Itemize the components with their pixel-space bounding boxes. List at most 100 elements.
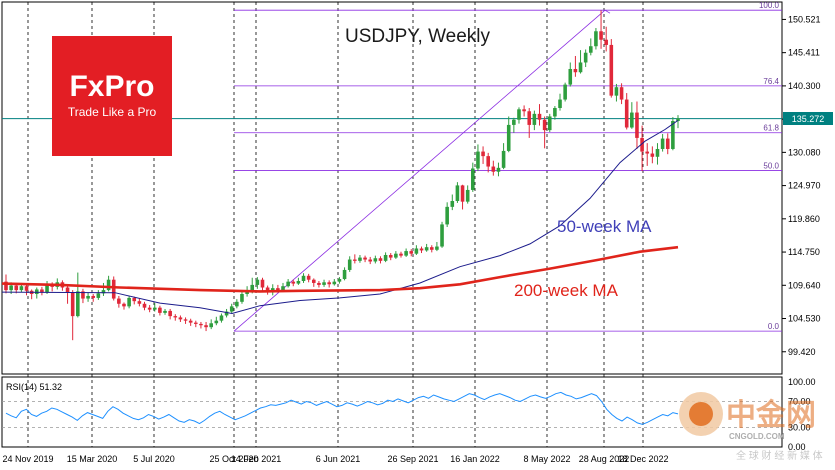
watermark-text: 中金网	[726, 398, 816, 432]
candle-body	[445, 206, 449, 225]
candle-body	[578, 62, 583, 73]
candle-body	[455, 185, 460, 202]
x-tick-label: 16 Jan 2022	[450, 454, 500, 464]
candle-body	[435, 246, 439, 250]
candle-body	[301, 275, 306, 281]
candle-body	[106, 279, 111, 291]
candle-body	[188, 320, 193, 323]
x-tick-label: 26 Sep 2021	[387, 454, 438, 464]
candle-body	[342, 269, 347, 280]
candle-body	[34, 289, 39, 295]
candle-body	[265, 287, 270, 293]
candle-body	[86, 295, 90, 299]
candle-body	[199, 323, 203, 326]
fxpro-logo: FxPro Trade Like a Pro	[52, 36, 172, 156]
fib-level-label: 0.0	[768, 322, 780, 331]
candle-body	[553, 108, 557, 117]
current-price-tag	[783, 112, 833, 125]
vertical-grid	[27, 2, 644, 447]
x-tick-label: 14 Feb 2021	[231, 454, 282, 464]
candle-body	[676, 118, 680, 122]
candle-body	[347, 259, 352, 270]
y-tick-label: 99.420	[788, 347, 816, 357]
candle-body	[337, 279, 342, 282]
fibonacci-trendline-down	[604, 9, 611, 14]
candle-body	[91, 295, 96, 298]
y-tick-label: 114.750	[788, 247, 820, 257]
candle-body	[404, 251, 408, 256]
watermark-coin-inner-icon	[689, 402, 713, 426]
candle-body	[512, 119, 516, 125]
candle-body	[537, 113, 542, 120]
rsi-indicator: 100.00 70.00 30.00 0.00	[2, 377, 816, 452]
candle-body	[414, 248, 419, 254]
candle-body	[65, 287, 70, 293]
candles	[4, 10, 680, 341]
candle-body	[671, 121, 675, 149]
candle-body	[568, 68, 573, 85]
candle-body	[332, 281, 337, 285]
candle-body	[491, 166, 496, 172]
candle-body	[532, 113, 537, 125]
candle-body	[624, 99, 629, 128]
fib-level-label: 100.0	[759, 1, 780, 10]
candle-body	[183, 319, 188, 321]
candle-body	[363, 257, 367, 260]
current-price-label: 135.272	[792, 114, 825, 124]
candle-body	[229, 306, 234, 312]
candle-body	[388, 254, 393, 258]
candle-body	[178, 317, 183, 320]
candle-body	[147, 307, 152, 310]
candle-body	[291, 281, 296, 284]
candle-body	[194, 322, 198, 324]
x-tick-label: 5 Jul 2020	[133, 454, 175, 464]
y-tick-label: 109.640	[788, 280, 821, 290]
fib-level-label: 76.4	[763, 77, 779, 86]
candle-body	[142, 303, 147, 308]
candle-body	[204, 325, 208, 328]
candle-body	[471, 168, 475, 190]
rsi-pane-frame	[1, 376, 783, 448]
candle-body	[317, 282, 321, 285]
ma200-line	[1, 245, 679, 293]
fxpro-logo-box	[52, 36, 172, 156]
y-tick-label: 119.860	[788, 214, 820, 224]
candle-body	[496, 167, 501, 172]
y-tick-label: 124.970	[788, 181, 821, 191]
watermark-url: CNGOLD.COM	[729, 432, 785, 441]
candle-body	[373, 258, 378, 262]
candle-body	[40, 289, 44, 293]
candle-body	[358, 257, 362, 261]
candle-body	[219, 315, 224, 321]
candle-body	[630, 112, 634, 128]
candle-body	[486, 156, 490, 167]
candle-body	[19, 286, 24, 291]
candle-body	[583, 52, 588, 63]
candle-body	[224, 311, 229, 316]
candle-body	[573, 68, 578, 73]
candle-body	[424, 247, 429, 251]
candle-body	[650, 153, 655, 157]
candle-body	[45, 284, 49, 293]
candle-body	[70, 292, 75, 317]
candle-body	[394, 253, 398, 258]
candle-body	[655, 148, 660, 157]
candle-body	[378, 258, 383, 261]
candle-body	[563, 84, 567, 100]
candle-body	[209, 323, 213, 328]
candle-body	[429, 247, 434, 250]
y-tick-label: 145.411	[788, 48, 820, 58]
rsi-tick-label: 0.00	[788, 442, 806, 452]
candle-body	[327, 282, 331, 285]
candle-body	[460, 185, 465, 202]
candle-body	[665, 138, 670, 149]
candle-body	[132, 297, 137, 302]
candle-body	[440, 224, 444, 247]
ma200-annotation: 200-week MA	[514, 281, 619, 300]
candle-body	[322, 282, 326, 285]
price-pane-frame	[1, 1, 783, 375]
candle-body	[619, 87, 624, 100]
x-tick-label: 6 Jun 2021	[316, 454, 361, 464]
candle-body	[117, 298, 121, 304]
